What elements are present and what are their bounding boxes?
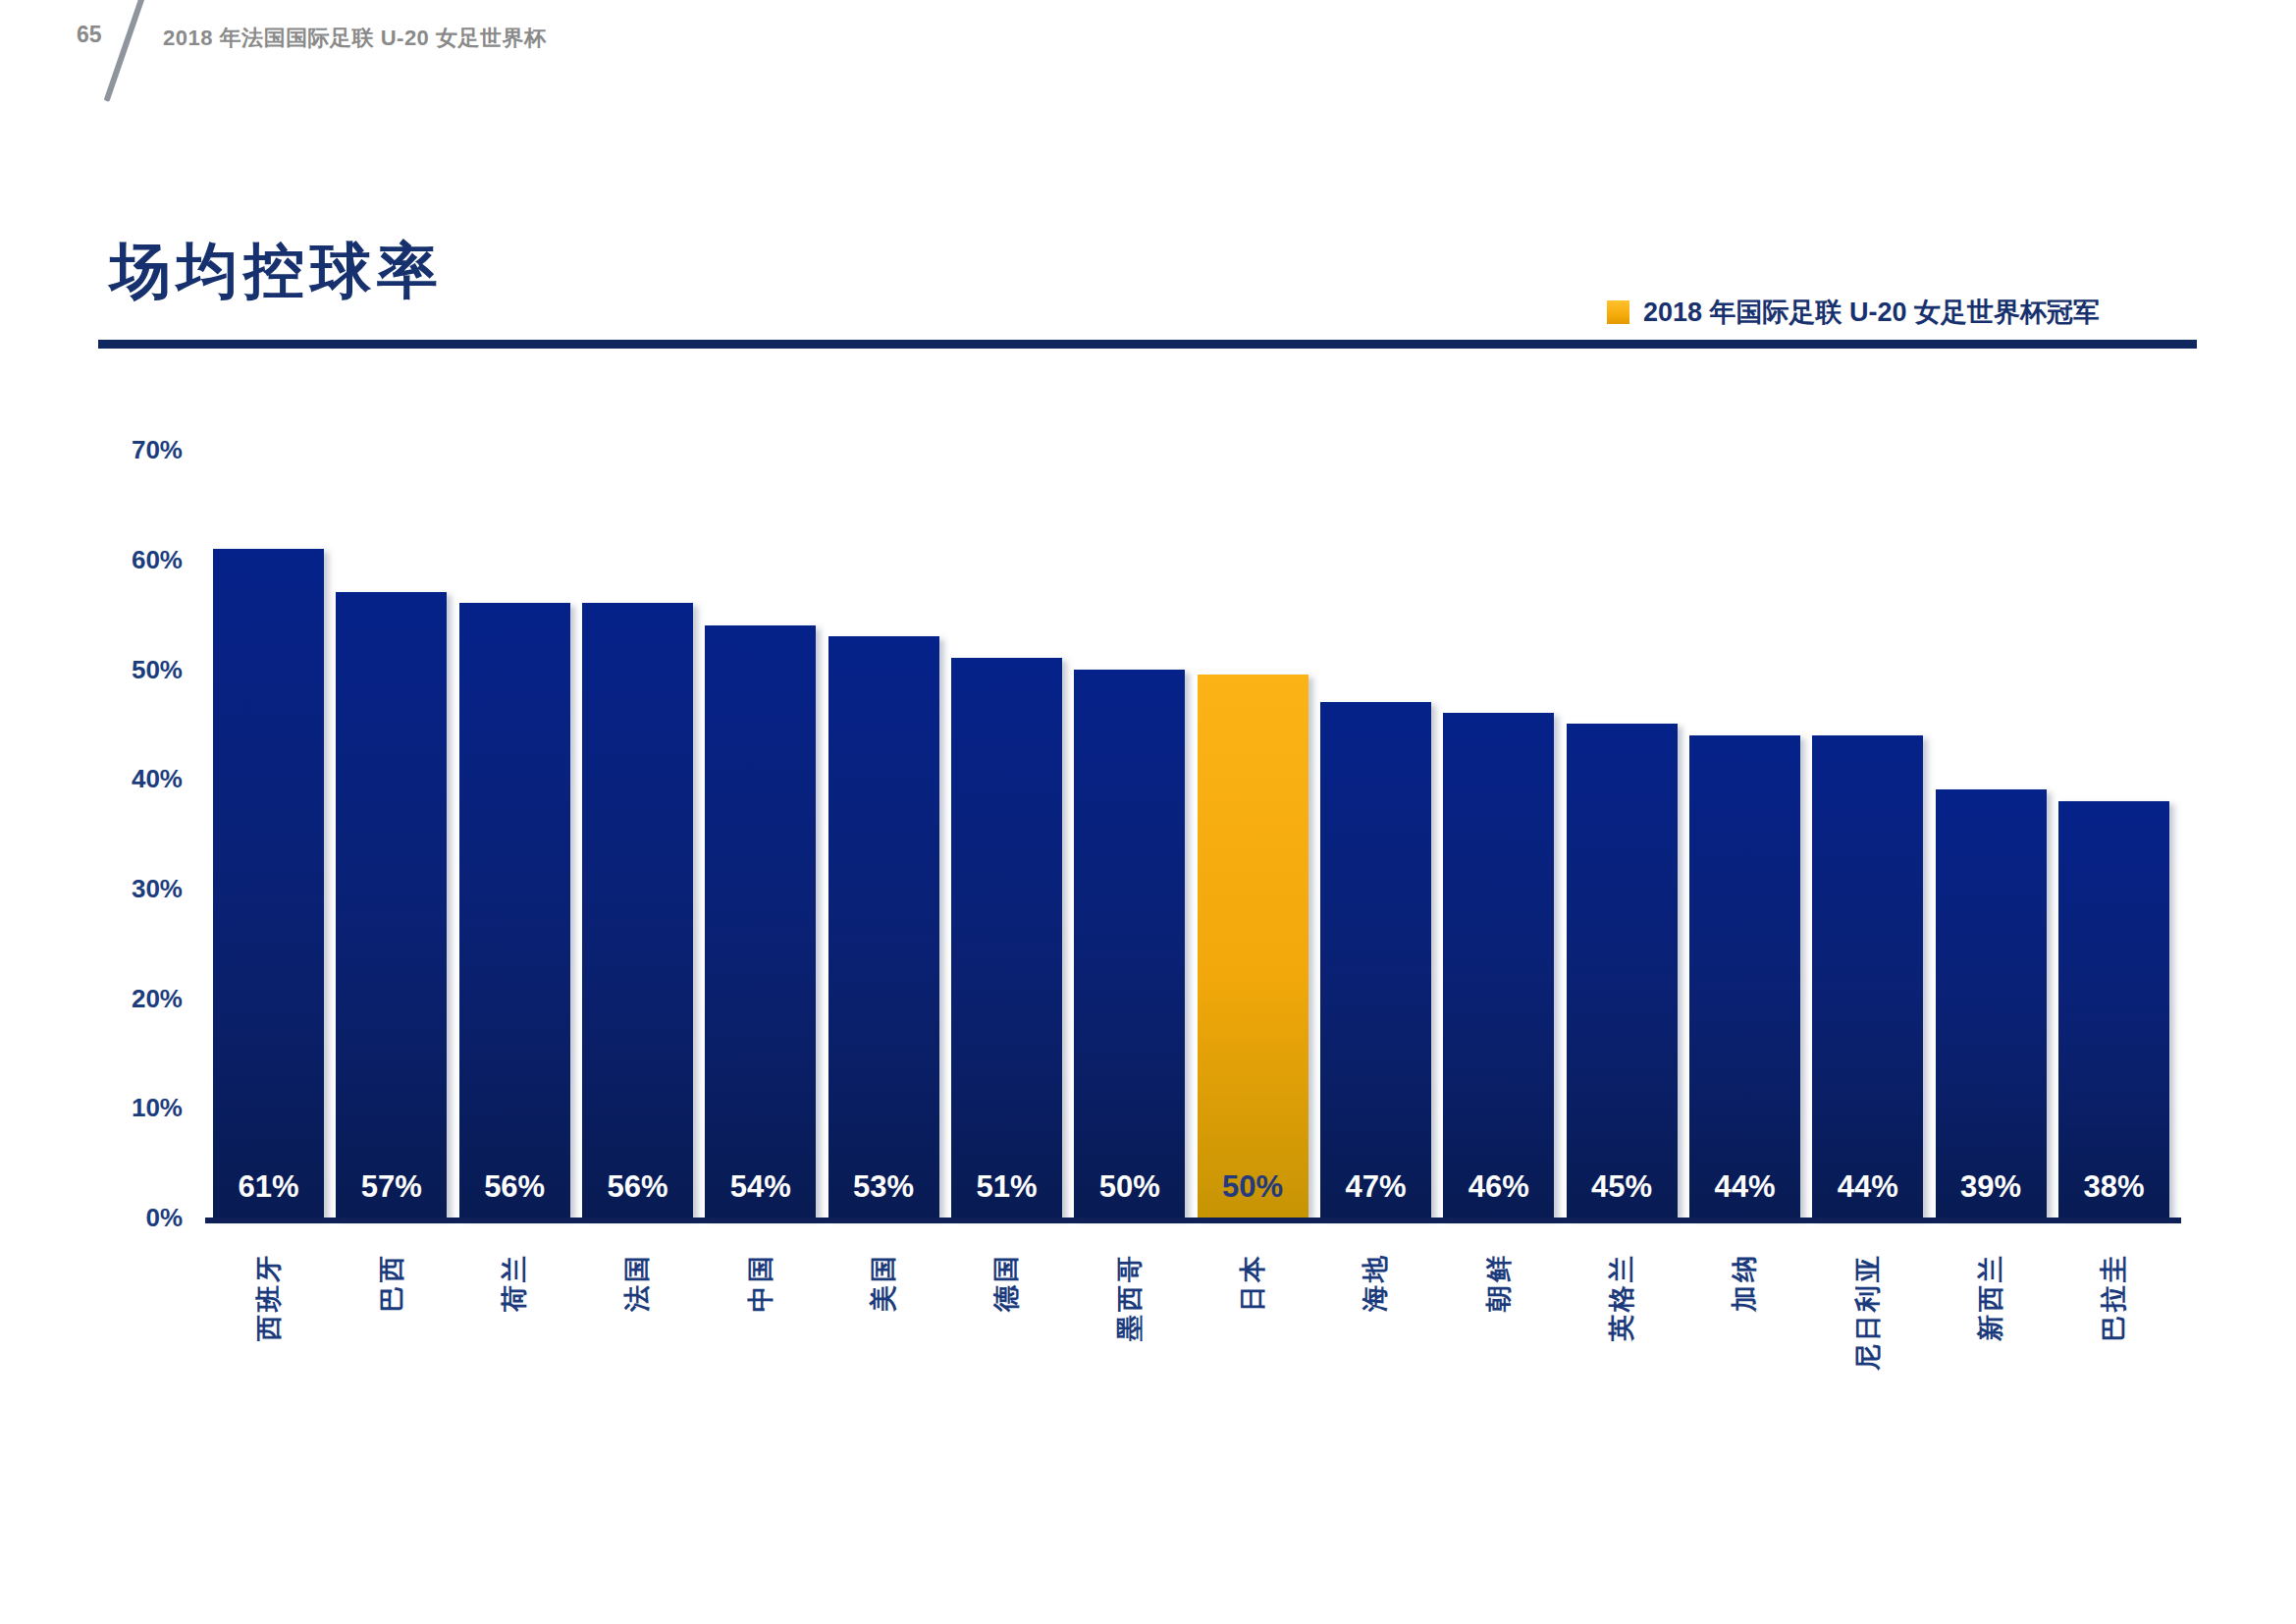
bar xyxy=(213,549,324,1218)
title-underline-rule xyxy=(98,340,2197,349)
legend-color-swatch xyxy=(1607,300,1629,324)
bar-value-label: 53% xyxy=(828,1170,939,1204)
y-axis-tick-label: 50% xyxy=(55,654,183,685)
bar-value-label: 39% xyxy=(1936,1170,2047,1204)
bar-value-label: 44% xyxy=(1812,1170,1923,1204)
bar-value-label: 45% xyxy=(1567,1170,1678,1204)
y-axis-tick-label: 30% xyxy=(55,873,183,904)
y-axis-tick-label: 70% xyxy=(55,434,183,465)
bar-value-label: 50% xyxy=(1198,1170,1308,1204)
bar xyxy=(336,592,447,1218)
slash-divider xyxy=(104,0,146,102)
bar-value-label: 54% xyxy=(705,1170,816,1204)
bar-value-label: 50% xyxy=(1074,1170,1185,1204)
chart-title: 场均控球率 xyxy=(110,230,444,312)
bar-value-label: 61% xyxy=(213,1170,324,1204)
bar xyxy=(705,625,816,1218)
bar-value-label: 56% xyxy=(582,1170,693,1204)
bar xyxy=(1074,670,1185,1218)
bar-value-label: 46% xyxy=(1443,1170,1554,1204)
legend-label: 2018 年国际足联 U-20 女足世界杯冠军 xyxy=(1643,295,2100,330)
bar-value-label: 44% xyxy=(1689,1170,1800,1204)
page-number: 65 xyxy=(77,22,102,48)
y-axis-tick-label: 40% xyxy=(55,763,183,794)
bar-value-label: 47% xyxy=(1320,1170,1431,1204)
y-axis-tick-label: 20% xyxy=(55,983,183,1014)
bar-value-label: 38% xyxy=(2058,1170,2169,1204)
bar xyxy=(1567,724,1678,1218)
x-axis-line xyxy=(205,1218,2181,1223)
bar-value-label: 56% xyxy=(459,1170,570,1204)
bar xyxy=(951,658,1062,1218)
bar xyxy=(582,603,693,1218)
y-axis-tick-label: 0% xyxy=(55,1202,183,1233)
bar-value-label: 57% xyxy=(336,1170,447,1204)
bar xyxy=(828,636,939,1218)
bar-highlighted-champion xyxy=(1198,675,1308,1218)
bar xyxy=(1443,713,1554,1218)
bar xyxy=(459,603,570,1218)
bar xyxy=(1812,735,1923,1218)
header-title: 2018 年法国国际足联 U-20 女足世界杯 xyxy=(163,24,546,53)
bar xyxy=(1689,735,1800,1218)
y-axis-tick-label: 60% xyxy=(55,544,183,575)
bar xyxy=(1936,789,2047,1218)
legend: 2018 年国际足联 U-20 女足世界杯冠军 xyxy=(1607,295,2100,330)
bar xyxy=(1320,702,1431,1218)
y-axis-tick-label: 10% xyxy=(55,1092,183,1123)
bar xyxy=(2058,801,2169,1218)
bar-value-label: 51% xyxy=(951,1170,1062,1204)
